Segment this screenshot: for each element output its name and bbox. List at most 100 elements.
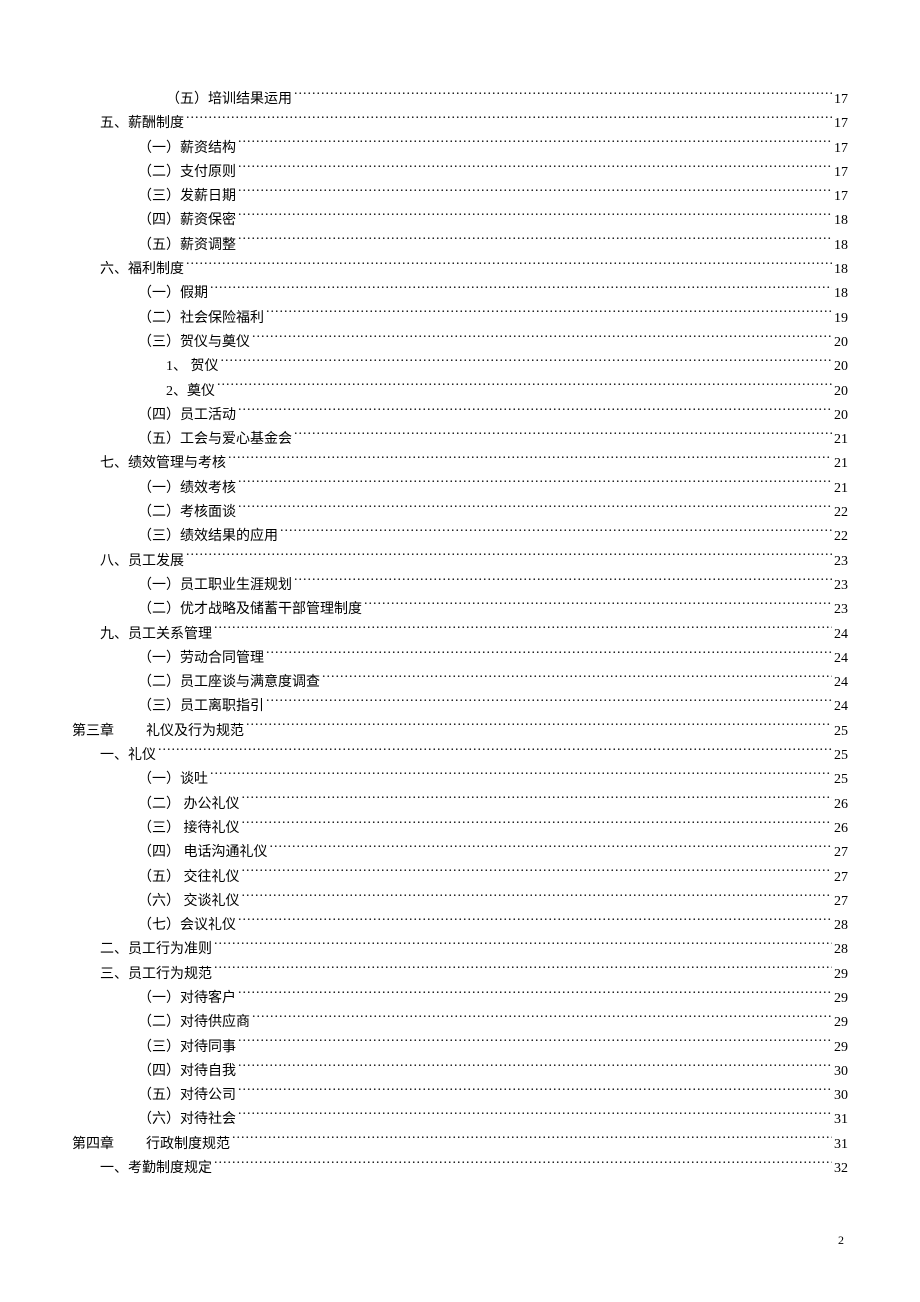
toc-leader-dots: [238, 210, 832, 224]
toc-entry: 2、奠仪20: [72, 380, 848, 404]
toc-leader-dots: [217, 381, 832, 395]
toc-leader-dots: [238, 1037, 832, 1051]
toc-entry: 六、福利制度18: [72, 258, 848, 282]
toc-page-number: 29: [834, 1036, 848, 1060]
toc-page-number: 31: [834, 1133, 848, 1157]
toc-page-number: 29: [834, 1011, 848, 1035]
toc-label: （五）薪资调整: [138, 234, 236, 258]
toc-label: 1、 贺仪: [166, 355, 219, 379]
toc-leader-dots: [294, 89, 832, 103]
table-of-contents: （五）培训结果运用17五、薪酬制度17（一）薪资结构17（二）支付原则17（三）…: [72, 88, 848, 1181]
toc-label: 第四章行政制度规范: [72, 1133, 230, 1157]
toc-label: （三）绩效结果的应用: [138, 525, 278, 549]
toc-label: （一）员工职业生涯规划: [138, 574, 292, 598]
toc-leader-dots: [266, 696, 832, 710]
toc-label: （一）谈吐: [138, 768, 208, 792]
toc-label: （五）对待公司: [138, 1084, 236, 1108]
toc-leader-dots: [242, 818, 833, 832]
toc-label: （三） 接待礼仪: [138, 817, 240, 841]
toc-page-number: 24: [834, 647, 848, 671]
toc-label: （四）薪资保密: [138, 209, 236, 233]
page-number: 2: [838, 1233, 844, 1248]
chapter-title: 礼仪及行为规范: [146, 720, 244, 744]
toc-label: 五、薪酬制度: [100, 112, 184, 136]
toc-entry: 三、员工行为规范 29: [72, 963, 848, 987]
toc-page-number: 18: [834, 234, 848, 258]
toc-entry: （二）考核面谈22: [72, 501, 848, 525]
toc-page-number: 20: [834, 355, 848, 379]
toc-label: （三）贺仪与奠仪: [138, 331, 250, 355]
toc-page-number: 28: [834, 938, 848, 962]
toc-page-number: 27: [834, 866, 848, 890]
toc-page-number: 23: [834, 550, 848, 574]
toc-leader-dots: [238, 1109, 832, 1123]
toc-page-number: 25: [834, 744, 848, 768]
chapter-prefix: 第三章: [72, 720, 114, 744]
toc-label: （三）发薪日期: [138, 185, 236, 209]
toc-entry: （三） 接待礼仪26: [72, 817, 848, 841]
toc-leader-dots: [252, 1012, 832, 1026]
toc-page-number: 27: [834, 841, 848, 865]
toc-label: （二）优才战略及储蓄干部管理制度: [138, 598, 362, 622]
toc-leader-dots: [238, 1061, 832, 1075]
toc-entry: （三）绩效结果的应用22: [72, 525, 848, 549]
toc-entry: 八、员工发展23: [72, 550, 848, 574]
toc-entry: （二）对待供应商29: [72, 1011, 848, 1035]
toc-page-number: 23: [834, 574, 848, 598]
toc-leader-dots: [238, 235, 832, 249]
toc-label: （四）员工活动: [138, 404, 236, 428]
toc-label: 九、员工关系管理: [100, 623, 212, 647]
toc-entry: （六）对待社会31: [72, 1108, 848, 1132]
toc-label: 三、员工行为规范: [100, 963, 212, 987]
toc-label: （二）考核面谈: [138, 501, 236, 525]
toc-leader-dots: [210, 769, 832, 783]
toc-label: （六） 交谈礼仪: [138, 890, 240, 914]
toc-label: （三）员工离职指引: [138, 695, 264, 719]
toc-entry: （四）对待自我 30: [72, 1060, 848, 1084]
toc-page-number: 17: [834, 88, 848, 112]
toc-entry: （四） 电话沟通礼仪 27: [72, 841, 848, 865]
toc-page-number: 30: [834, 1060, 848, 1084]
toc-entry: （五）对待公司 30: [72, 1084, 848, 1108]
toc-page-number: 20: [834, 331, 848, 355]
toc-label: （四） 电话沟通礼仪: [138, 841, 268, 865]
toc-label: （五）工会与爱心基金会: [138, 428, 292, 452]
toc-entry: 五、薪酬制度17: [72, 112, 848, 136]
toc-leader-dots: [186, 113, 832, 127]
toc-label: 二、员工行为准则: [100, 938, 212, 962]
toc-leader-dots: [238, 138, 832, 152]
toc-leader-dots: [238, 915, 832, 929]
toc-leader-dots: [214, 624, 832, 638]
toc-page-number: 20: [834, 404, 848, 428]
toc-entry: （二）优才战略及储蓄干部管理制度23: [72, 598, 848, 622]
toc-entry: （一）谈吐25: [72, 768, 848, 792]
toc-entry: （一）员工职业生涯规划 23: [72, 574, 848, 598]
toc-entry: （七）会议礼仪28: [72, 914, 848, 938]
toc-label: （一）薪资结构: [138, 137, 236, 161]
toc-page-number: 18: [834, 258, 848, 282]
toc-leader-dots: [266, 648, 832, 662]
toc-leader-dots: [214, 939, 832, 953]
toc-entry: （一）假期18: [72, 282, 848, 306]
toc-page-number: 29: [834, 987, 848, 1011]
toc-entry: （一）劳动合同管理 24: [72, 647, 848, 671]
toc-label: （二）社会保险福利: [138, 307, 264, 331]
toc-leader-dots: [221, 356, 833, 370]
toc-page-number: 17: [834, 137, 848, 161]
toc-leader-dots: [238, 1085, 832, 1099]
toc-entry: 七、绩效管理与考核21: [72, 452, 848, 476]
toc-leader-dots: [158, 745, 832, 759]
toc-label: 七、绩效管理与考核: [100, 452, 226, 476]
toc-label: （六）对待社会: [138, 1108, 236, 1132]
toc-page-number: 29: [834, 963, 848, 987]
toc-entry: （一）薪资结构 17: [72, 137, 848, 161]
toc-label: （四）对待自我: [138, 1060, 236, 1084]
toc-page-number: 30: [834, 1084, 848, 1108]
toc-page-number: 17: [834, 185, 848, 209]
toc-label: （一）劳动合同管理: [138, 647, 264, 671]
chapter-title: 行政制度规范: [146, 1133, 230, 1157]
toc-leader-dots: [266, 308, 832, 322]
toc-page-number: 19: [834, 307, 848, 331]
toc-entry: （三）对待同事29: [72, 1036, 848, 1060]
toc-entry: （二） 办公礼仪26: [72, 793, 848, 817]
